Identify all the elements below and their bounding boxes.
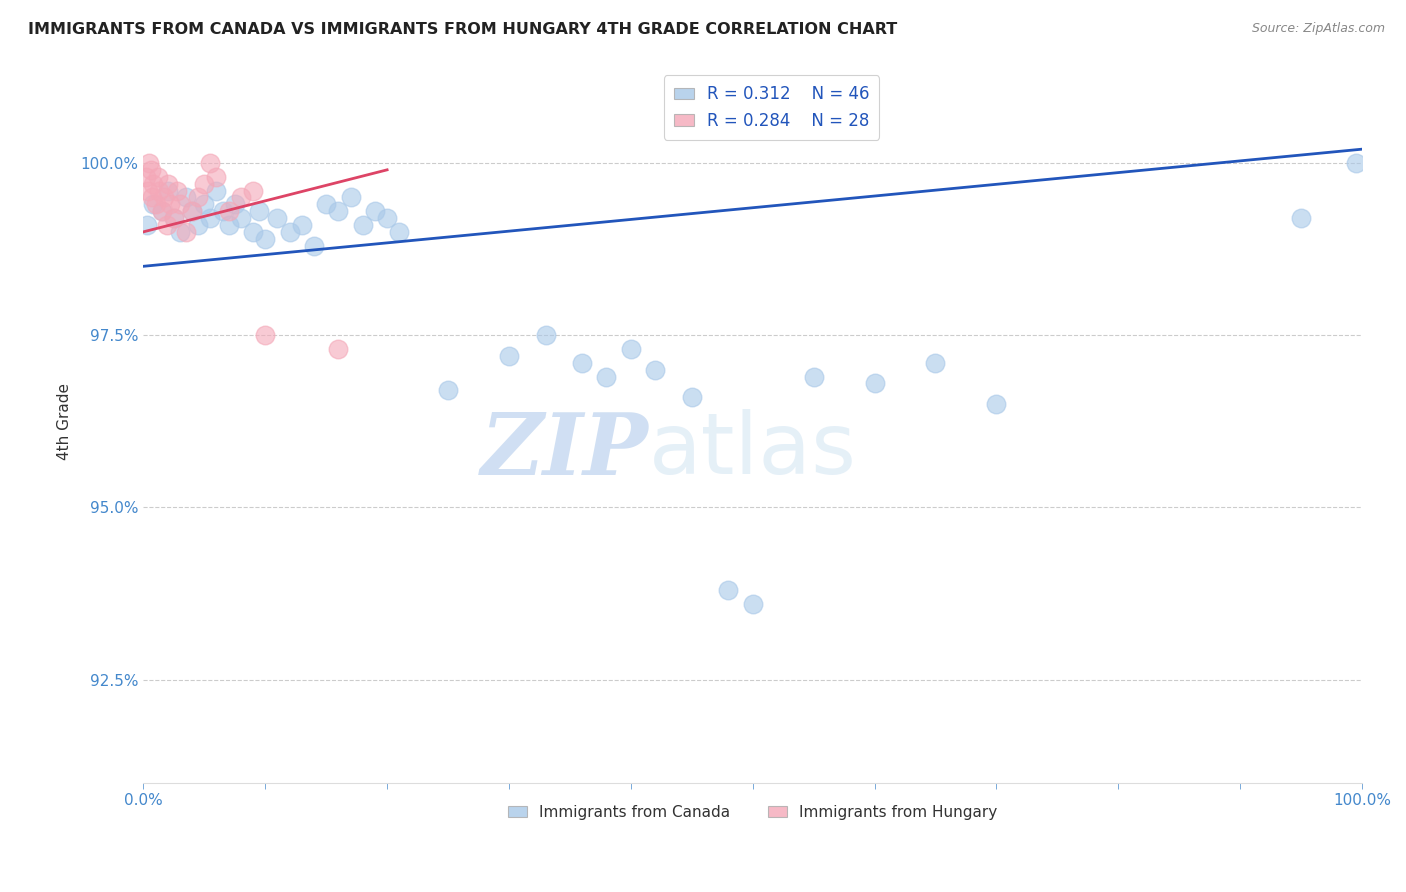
Point <box>242 225 264 239</box>
Point <box>328 342 350 356</box>
Point <box>146 169 169 184</box>
Point <box>803 369 825 384</box>
Point <box>229 211 252 225</box>
Point <box>364 204 387 219</box>
Point <box>218 204 240 219</box>
Point <box>145 197 167 211</box>
Point <box>159 197 181 211</box>
Point <box>138 156 160 170</box>
Point <box>229 190 252 204</box>
Point <box>254 232 277 246</box>
Point <box>193 177 215 191</box>
Point <box>193 197 215 211</box>
Point <box>200 211 222 225</box>
Point <box>156 177 179 191</box>
Point <box>1289 211 1312 225</box>
Point <box>741 597 763 611</box>
Point <box>437 384 460 398</box>
Point <box>205 169 228 184</box>
Point <box>266 211 288 225</box>
Point <box>498 349 520 363</box>
Point <box>571 356 593 370</box>
Point <box>136 218 159 232</box>
Point <box>278 225 301 239</box>
Point <box>187 190 209 204</box>
Point <box>291 218 314 232</box>
Point <box>224 197 246 211</box>
Point <box>174 190 197 204</box>
Point <box>153 190 176 204</box>
Point <box>142 197 165 211</box>
Point <box>986 397 1008 411</box>
Point <box>595 369 617 384</box>
Point <box>1344 156 1367 170</box>
Point <box>150 204 173 219</box>
Point <box>166 184 188 198</box>
Point <box>135 169 157 184</box>
Point <box>148 184 170 198</box>
Point <box>717 583 740 598</box>
Legend: Immigrants from Canada, Immigrants from Hungary: Immigrants from Canada, Immigrants from … <box>502 799 1002 826</box>
Text: atlas: atlas <box>650 409 858 491</box>
Point <box>242 184 264 198</box>
Point <box>315 197 337 211</box>
Point <box>352 218 374 232</box>
Point <box>169 225 191 239</box>
Point <box>181 204 204 219</box>
Point <box>254 328 277 343</box>
Point <box>142 177 165 191</box>
Point <box>150 204 173 219</box>
Point <box>163 211 186 225</box>
Point <box>136 184 159 198</box>
Point <box>375 211 398 225</box>
Point <box>620 342 643 356</box>
Point <box>163 211 186 225</box>
Point <box>644 362 666 376</box>
Point <box>205 184 228 198</box>
Point <box>328 204 350 219</box>
Point <box>534 328 557 343</box>
Point <box>200 156 222 170</box>
Text: Source: ZipAtlas.com: Source: ZipAtlas.com <box>1251 22 1385 36</box>
Point <box>388 225 411 239</box>
Point <box>218 218 240 232</box>
Point <box>863 376 886 391</box>
Point <box>211 204 233 219</box>
Point <box>139 162 162 177</box>
Point <box>156 184 179 198</box>
Text: ZIP: ZIP <box>481 409 650 492</box>
Point <box>169 197 191 211</box>
Text: IMMIGRANTS FROM CANADA VS IMMIGRANTS FROM HUNGARY 4TH GRADE CORRELATION CHART: IMMIGRANTS FROM CANADA VS IMMIGRANTS FRO… <box>28 22 897 37</box>
Point <box>174 225 197 239</box>
Point <box>181 204 204 219</box>
Point <box>187 218 209 232</box>
Point <box>339 190 361 204</box>
Point <box>247 204 270 219</box>
Point <box>141 190 163 204</box>
Point <box>302 238 325 252</box>
Point <box>155 218 177 232</box>
Y-axis label: 4th Grade: 4th Grade <box>58 383 72 459</box>
Point <box>924 356 946 370</box>
Point <box>681 390 703 404</box>
